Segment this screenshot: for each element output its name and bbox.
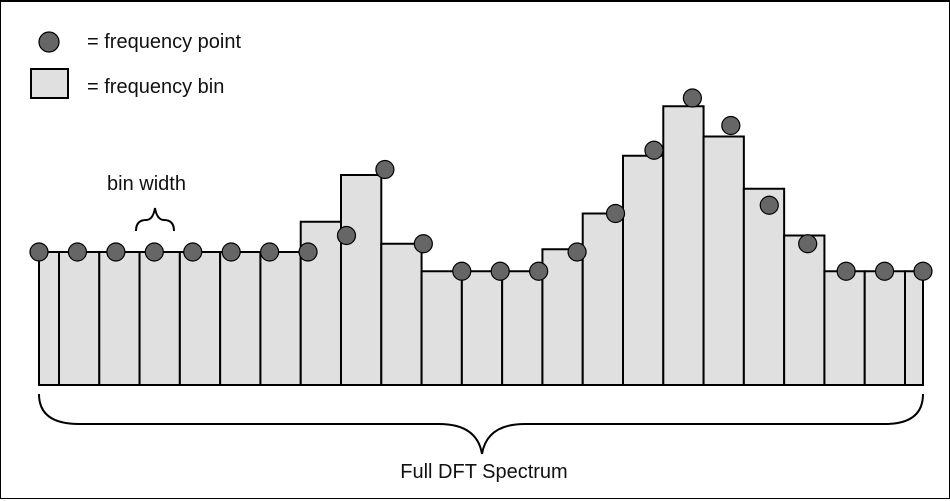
frequency-bin [702, 135, 745, 386]
bin-width-brace [135, 207, 175, 232]
frequency-bin [178, 251, 222, 386]
frequency-bin [501, 270, 544, 386]
frequency-point [490, 261, 510, 281]
frequency-bin [863, 270, 907, 386]
frequency-point [913, 261, 933, 281]
frequency-bin [138, 251, 181, 386]
frequency-point [375, 159, 395, 180]
legend-point-icon [38, 31, 60, 53]
legend-bin-label: = frequency bin [87, 76, 225, 98]
frequency-point [605, 203, 626, 224]
full-spectrum-brace [38, 393, 924, 455]
bin-width-label: bin width [107, 173, 186, 195]
full-spectrum-label: Full DFT Spectrum [400, 461, 568, 483]
frequency-bin [98, 251, 141, 386]
frequency-bin [420, 270, 463, 386]
frequency-point [874, 261, 895, 281]
frequency-bin [340, 174, 383, 386]
frequency-point [144, 242, 164, 262]
frequency-bin [622, 154, 665, 386]
frequency-points [29, 88, 933, 281]
frequency-point [260, 242, 280, 262]
frequency-bin [742, 187, 786, 386]
frequency-point [29, 242, 49, 262]
legend-point-label: = frequency point [87, 31, 241, 53]
frequency-bin [581, 212, 625, 386]
frequency-point [413, 234, 433, 254]
frequency-point [452, 261, 472, 281]
frequency-point [682, 88, 702, 108]
frequency-bin [380, 242, 423, 386]
frequency-point [836, 261, 856, 281]
frequency-bin [904, 270, 924, 386]
frequency-point [567, 242, 587, 262]
frequency-point [106, 242, 126, 262]
frequency-bin [219, 251, 262, 386]
frequency-bin [541, 248, 584, 386]
frequency-bin [460, 270, 504, 386]
frequency-bin [259, 251, 302, 386]
frequency-point [759, 195, 779, 215]
frequency-point [529, 261, 549, 281]
frequency-point [67, 242, 88, 262]
frequency-bins [38, 105, 924, 386]
frequency-bin [58, 251, 101, 386]
frequency-point [721, 115, 741, 136]
frequency-bin [662, 105, 705, 386]
frequency-point [798, 234, 818, 254]
frequency-bin [823, 270, 866, 386]
frequency-point [183, 242, 203, 262]
legend-bin-icon [30, 68, 69, 99]
frequency-point [644, 140, 664, 160]
frequency-point [298, 242, 318, 262]
frequency-bin [38, 251, 60, 386]
frequency-bin [783, 234, 826, 386]
frequency-point [336, 225, 357, 246]
frequency-point [221, 242, 241, 262]
